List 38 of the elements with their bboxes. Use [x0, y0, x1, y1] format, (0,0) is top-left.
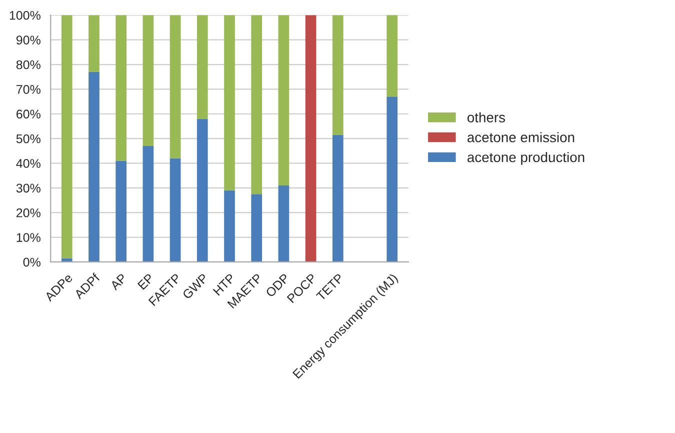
y-tick-label: 10% — [16, 233, 40, 242]
y-tick-label: 100% — [10, 10, 40, 20]
bar — [88, 15, 100, 72]
legend-label: acetone emission — [468, 132, 574, 142]
y-tick-label: 50% — [16, 134, 40, 144]
bar — [142, 146, 154, 262]
bar — [170, 158, 181, 262]
bar — [278, 15, 290, 186]
y-tick-label: 80% — [16, 60, 40, 70]
y-tick-label: 60% — [16, 110, 40, 119]
y-tick-label: 70% — [16, 85, 40, 94]
bar — [196, 118, 208, 262]
bar — [116, 160, 127, 262]
bar — [332, 15, 344, 135]
bar — [170, 15, 181, 158]
bar — [332, 134, 344, 262]
legend-label: acetone production — [468, 152, 584, 165]
bar — [88, 72, 100, 262]
y-tick-label: 0% — [23, 258, 40, 267]
bar — [116, 15, 127, 161]
y-tick-label: 40% — [16, 159, 40, 168]
bar — [251, 15, 262, 194]
y-tick-label: 30% — [16, 184, 40, 193]
x-tick-label: EP — [137, 273, 154, 290]
bar — [278, 185, 290, 262]
bar — [305, 15, 316, 262]
bar — [224, 15, 235, 190]
bar — [196, 15, 208, 119]
x-tick-label: AP — [110, 273, 128, 291]
y-tick-label: 20% — [16, 208, 40, 218]
bar — [224, 190, 235, 262]
bar — [251, 194, 262, 262]
bar — [142, 15, 154, 146]
y-tick-label: 90% — [16, 36, 40, 44]
bar — [386, 96, 398, 262]
bar — [61, 15, 72, 258]
legend-label: others — [468, 112, 506, 122]
bar — [386, 15, 398, 97]
